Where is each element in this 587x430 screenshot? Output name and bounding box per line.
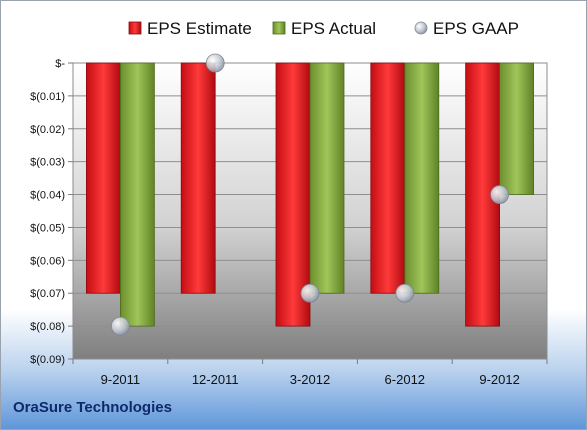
y-tick-label: $(0.03): [30, 157, 65, 169]
eps-actual-bar: [405, 63, 439, 293]
legend-swatch-gaap: [415, 22, 427, 34]
eps-gaap-marker: [301, 284, 319, 302]
eps-gaap-marker: [206, 54, 224, 72]
legend-label: EPS Actual: [291, 19, 376, 38]
eps-estimate-bar: [86, 63, 120, 293]
eps-gaap-marker: [396, 284, 414, 302]
y-tick-label: $(0.07): [30, 288, 65, 300]
y-tick-label: $(0.02): [30, 124, 65, 136]
legend-swatch-actual: [273, 22, 285, 34]
legend-swatch-estimate: [129, 22, 141, 34]
legend-label: EPS GAAP: [433, 19, 519, 38]
legend-label: EPS Estimate: [147, 19, 252, 38]
y-tick-label: $(0.04): [30, 190, 65, 202]
eps-gaap-marker: [111, 317, 129, 335]
eps-gaap-marker: [491, 186, 509, 204]
y-tick-label: $(0.01): [30, 91, 65, 103]
x-tick-label: 6-2012: [385, 372, 425, 387]
x-tick-label: 3-2012: [290, 372, 330, 387]
company-name: OraSure Technologies: [13, 399, 172, 416]
eps-actual-bar: [120, 63, 154, 326]
y-axis: $- $(0.01) $(0.02) $(0.03) $(0.04) $(0.05) $(0…: [30, 58, 73, 366]
x-tick-label: 9-2011: [101, 372, 141, 387]
x-axis: 9-2011 12-2011 3-2012 6-2012 9-2012: [73, 359, 547, 387]
y-tick-label: $(0.08): [30, 321, 65, 333]
y-tick-label: $(0.09): [30, 354, 65, 366]
eps-actual-bar: [500, 63, 534, 195]
x-tick-label: 9-2012: [479, 372, 519, 387]
y-tick-label: $-: [55, 58, 65, 70]
legend: EPS Estimate EPS Actual EPS GAAP: [129, 19, 519, 38]
eps-actual-bar: [310, 63, 344, 293]
x-tick-label: 12-2011: [192, 372, 239, 387]
y-tick-label: $(0.06): [30, 255, 65, 267]
y-tick-label: $(0.05): [30, 222, 65, 234]
eps-estimate-bar: [371, 63, 405, 293]
eps-estimate-bar: [181, 63, 215, 293]
